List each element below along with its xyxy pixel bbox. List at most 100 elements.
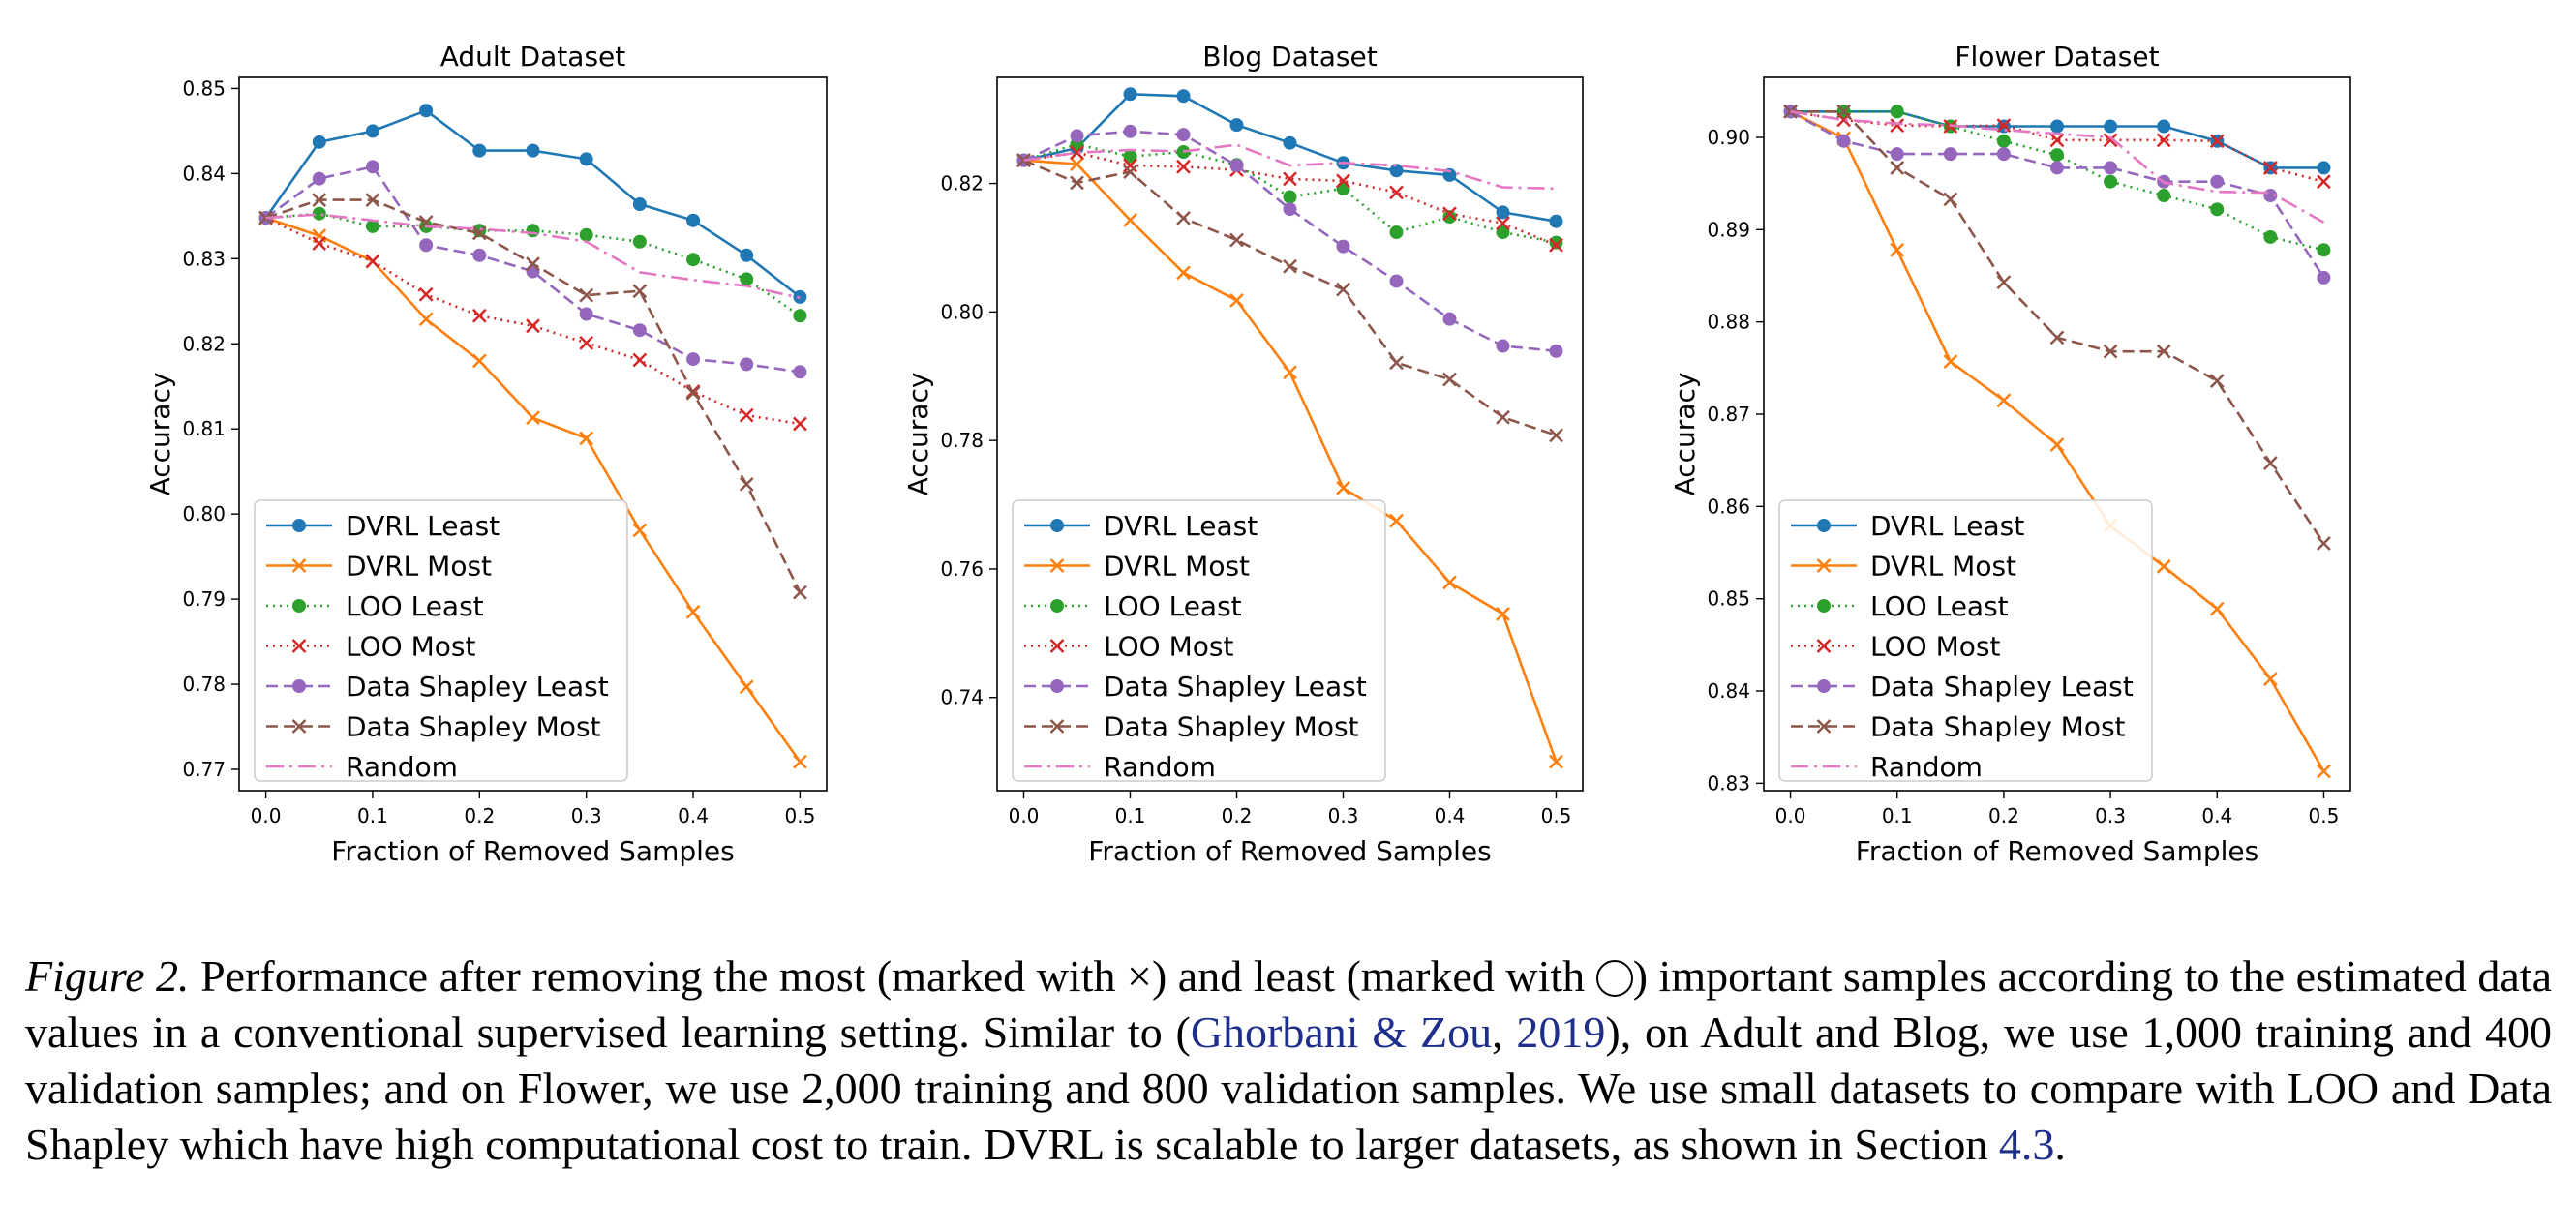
data-point <box>632 197 647 212</box>
y-tick-label: 0.80 <box>182 502 226 525</box>
legend-shapley-most: Data Shapley Most <box>1870 711 2126 743</box>
series-line-7 <box>1790 110 2325 224</box>
data-point <box>579 227 593 242</box>
data-point <box>686 253 701 267</box>
data-point <box>740 248 754 262</box>
data-point <box>1836 104 1852 119</box>
x-axis-label: Fraction of Removed Samples <box>1088 835 1491 867</box>
y-tick-label: 0.84 <box>1707 679 1750 703</box>
chart-panel-1: 0.0 0.1 0.2 0.3 0.4 0.5 0.77 0.78 0.79 0.80 0.81 0.… <box>144 41 828 867</box>
data-point <box>686 213 701 227</box>
legend-dvrl-least: DVRL Least <box>1104 510 1258 542</box>
data-point <box>2104 119 2118 134</box>
legend-shapley-least-marker <box>1050 679 1064 693</box>
y-tick-label: 0.79 <box>182 587 226 611</box>
x-tick-label: 0.4 <box>678 804 709 827</box>
y-tick-label: 0.90 <box>1707 126 1750 149</box>
x-tick-label: 0.2 <box>1988 804 2019 827</box>
legend-loo-most: LOO Most <box>346 631 475 663</box>
chart-title: Adult Dataset <box>440 41 626 73</box>
data-point <box>1496 409 1510 425</box>
citation-author-link[interactable]: Ghorbani & Zou <box>1190 1007 1493 1057</box>
legend: DVRL Least DVRL Most LOO Least LOO Most Data… <box>254 499 628 783</box>
data-point <box>579 336 594 350</box>
y-tick-label: 0.82 <box>182 332 226 355</box>
legend-random: Random <box>1870 751 1983 783</box>
data-point <box>472 143 487 158</box>
legend-random: Random <box>1104 751 1216 783</box>
data-point <box>1336 173 1350 189</box>
series-line-6 <box>1790 110 2325 545</box>
legend-dvrl-least: DVRL Least <box>346 510 500 542</box>
data-point <box>471 353 487 369</box>
data-point <box>1890 161 1905 175</box>
data-point <box>1943 192 1958 207</box>
data-point <box>1389 164 1404 178</box>
legend-loo-most: LOO Most <box>1870 631 2000 663</box>
data-point <box>2317 536 2331 551</box>
data-point <box>1229 158 1244 172</box>
data-point <box>1549 237 1563 253</box>
data-point <box>526 410 540 426</box>
x-tick-label: 0.3 <box>1328 804 1359 827</box>
data-point <box>418 286 434 302</box>
data-point <box>1442 372 1457 387</box>
y-tick-label: 0.74 <box>940 686 984 709</box>
legend: DVRL Least DVRL Most LOO Least LOO Most Data… <box>1012 499 1386 783</box>
chart-panel-2: 0.0 0.1 0.2 0.3 0.4 0.5 0.74 0.76 0.78 0.80 0.82 Bl… <box>902 41 1584 867</box>
legend-loo-least: LOO Least <box>346 590 484 622</box>
data-point <box>2156 558 2171 574</box>
plot-frame <box>996 76 1584 792</box>
data-point <box>471 225 487 241</box>
data-point <box>1123 87 1137 102</box>
y-tick-label: 0.78 <box>182 673 226 696</box>
data-point <box>740 272 754 286</box>
data-point <box>793 365 807 379</box>
legend-shapley-least: Data Shapley Least <box>346 671 609 703</box>
data-point <box>2210 202 2225 217</box>
data-point <box>632 352 648 368</box>
legend-shapley-most: Data Shapley Most <box>1104 711 1359 743</box>
legend-dvrl-most: DVRL Most <box>1870 551 2016 583</box>
data-point <box>1496 205 1510 220</box>
data-point <box>793 309 807 323</box>
x-tick-label: 0.0 <box>251 804 282 827</box>
y-tick-label: 0.89 <box>1707 218 1750 241</box>
citation-year-link[interactable]: 2019 <box>1516 1007 1606 1057</box>
data-point <box>2103 344 2118 359</box>
series-line-7 <box>265 213 801 300</box>
legend-shapley-least: Data Shapley Least <box>1104 671 1367 703</box>
figure-caption: Figure 2. Performance after removing the… <box>25 948 2552 1173</box>
x-tick-label: 0.4 <box>2201 804 2232 827</box>
data-point <box>1442 312 1457 326</box>
data-point <box>2049 330 2065 345</box>
data-point <box>1389 185 1404 200</box>
data-point <box>1442 575 1457 590</box>
data-point <box>579 287 594 303</box>
data-point <box>1943 354 1958 370</box>
caption-text-4: . <box>2054 1120 2066 1169</box>
data-point <box>1890 105 1904 119</box>
y-tick-label: 0.86 <box>1707 495 1750 518</box>
data-point <box>1836 134 1851 148</box>
data-point <box>1549 214 1563 228</box>
x-tick-label: 0.4 <box>1435 804 1466 827</box>
data-point <box>2104 161 2118 175</box>
data-point <box>1123 213 1137 227</box>
data-point <box>1549 235 1563 250</box>
data-point <box>1890 118 1905 133</box>
section-ref-link[interactable]: 4.3 <box>1998 1120 2055 1169</box>
data-point <box>579 152 593 166</box>
data-point <box>365 160 379 174</box>
data-point <box>365 193 380 208</box>
legend-dvrl-least-marker <box>1817 519 1831 532</box>
data-point <box>526 318 540 334</box>
data-point <box>1996 393 2012 408</box>
data-point <box>1496 216 1510 231</box>
data-point <box>793 754 807 769</box>
data-point <box>1890 147 1904 162</box>
data-point <box>1123 158 1137 173</box>
data-point <box>2104 174 2118 189</box>
data-point <box>1549 754 1563 769</box>
legend-dvrl-most: DVRL Most <box>346 551 492 583</box>
